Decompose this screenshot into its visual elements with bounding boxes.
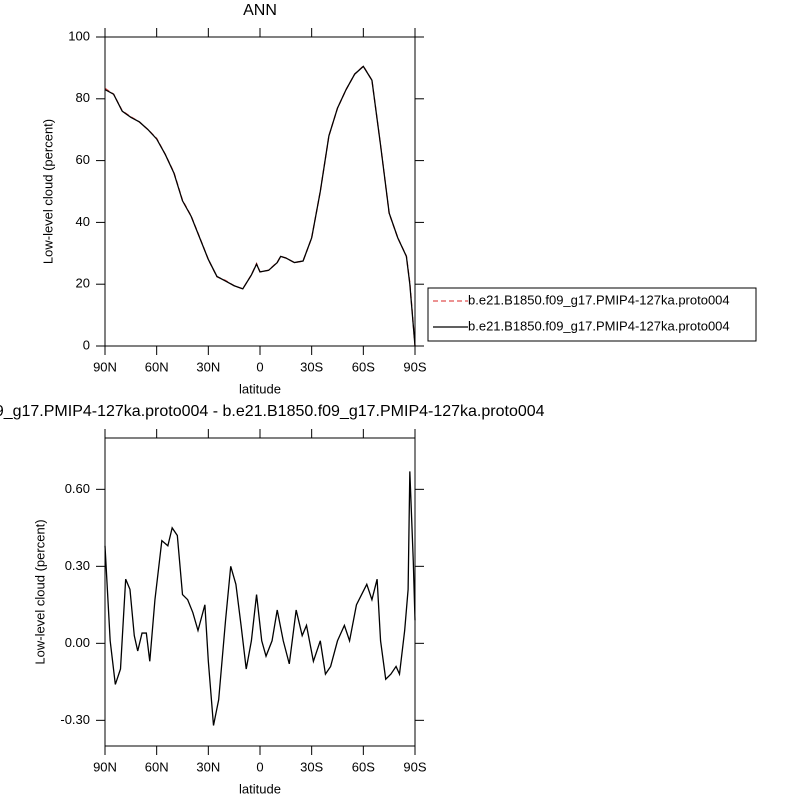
chart-title: ANN	[243, 2, 277, 19]
y-tick-label: 20	[76, 276, 90, 291]
legend-label: b.e21.B1850.f09_g17.PMIP4-127ka.proto004	[468, 318, 730, 333]
data-line	[104, 65, 416, 347]
legend-label: b.e21.B1850.f09_g17.PMIP4-127ka.proto004	[468, 292, 730, 307]
x-tick-label: 30N	[196, 359, 220, 374]
y-axis-label: Low-level cloud (percent)	[32, 519, 47, 664]
x-tick-label: 90N	[93, 759, 117, 774]
x-tick-label: 60N	[145, 359, 169, 374]
x-tick-label: 0	[256, 759, 263, 774]
plot-frame	[104, 36, 416, 347]
x-tick-label: 60N	[145, 759, 169, 774]
x-tick-label: 60S	[352, 359, 375, 374]
x-tick-label: 90S	[403, 359, 426, 374]
x-tick-label: 90N	[93, 359, 117, 374]
x-tick-label: 60S	[352, 759, 375, 774]
y-tick-label: 80	[76, 90, 90, 105]
plot-frame	[104, 437, 416, 747]
y-tick-label: 40	[76, 214, 90, 229]
data-line	[104, 65, 416, 346]
y-tick-label: 0.00	[65, 635, 90, 650]
data-line	[104, 471, 416, 726]
y-tick-label: 0.60	[65, 481, 90, 496]
x-tick-label: 0	[256, 359, 263, 374]
y-tick-label: 0	[83, 337, 90, 352]
x-tick-label: 30S	[300, 359, 323, 374]
x-axis-label: latitude	[239, 781, 281, 796]
y-tick-label: -0.30	[60, 712, 90, 727]
y-axis-label: Low-level cloud (percent)	[40, 119, 55, 264]
chart-title: f09_g17.PMIP4-127ka.proto004 - b.e21.B18…	[0, 403, 545, 420]
x-tick-label: 30S	[300, 759, 323, 774]
y-tick-label: 0.30	[65, 558, 90, 573]
y-tick-label: 60	[76, 152, 90, 167]
x-tick-label: 30N	[196, 759, 220, 774]
legend-box	[427, 287, 757, 342]
y-tick-label: 100	[68, 28, 90, 43]
x-tick-label: 90S	[403, 759, 426, 774]
x-axis-label: latitude	[239, 381, 281, 396]
